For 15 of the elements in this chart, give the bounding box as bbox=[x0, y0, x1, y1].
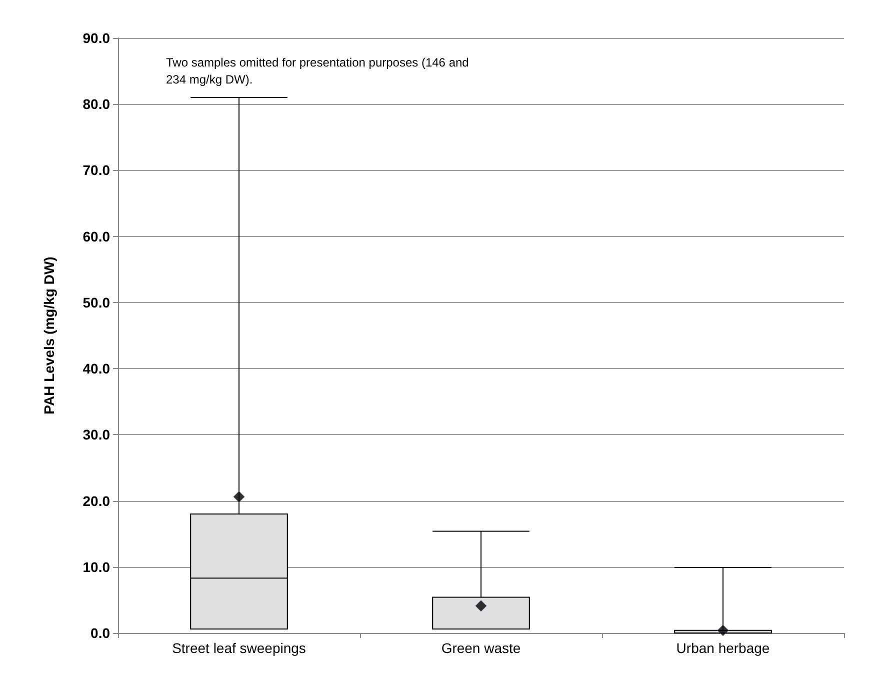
x-tick-label: Urban herbage bbox=[676, 640, 770, 656]
y-tick-label: 50.0 bbox=[82, 294, 110, 310]
annotation: Two samples omitted for presentation purposes (146 and 234 mg/kg DW). bbox=[166, 56, 472, 86]
y-axis-title: PAH Levels (mg/kg DW) bbox=[41, 256, 57, 414]
y-tick-label: 40.0 bbox=[82, 360, 110, 377]
y-tick-label: 30.0 bbox=[82, 426, 110, 443]
y-tick-label: 70.0 bbox=[82, 162, 110, 178]
y-tick-label: 90.0 bbox=[82, 30, 110, 46]
y-tick-label: 0.0 bbox=[90, 625, 110, 641]
x-tick-label: Green waste bbox=[441, 640, 521, 656]
x-tick-label: Street leaf sweepings bbox=[172, 640, 306, 656]
y-tick-label: 60.0 bbox=[82, 228, 110, 244]
y-tick-label: 80.0 bbox=[82, 96, 110, 112]
y-tick-label: 10.0 bbox=[82, 558, 110, 575]
y-tick-label: 20.0 bbox=[82, 492, 110, 509]
